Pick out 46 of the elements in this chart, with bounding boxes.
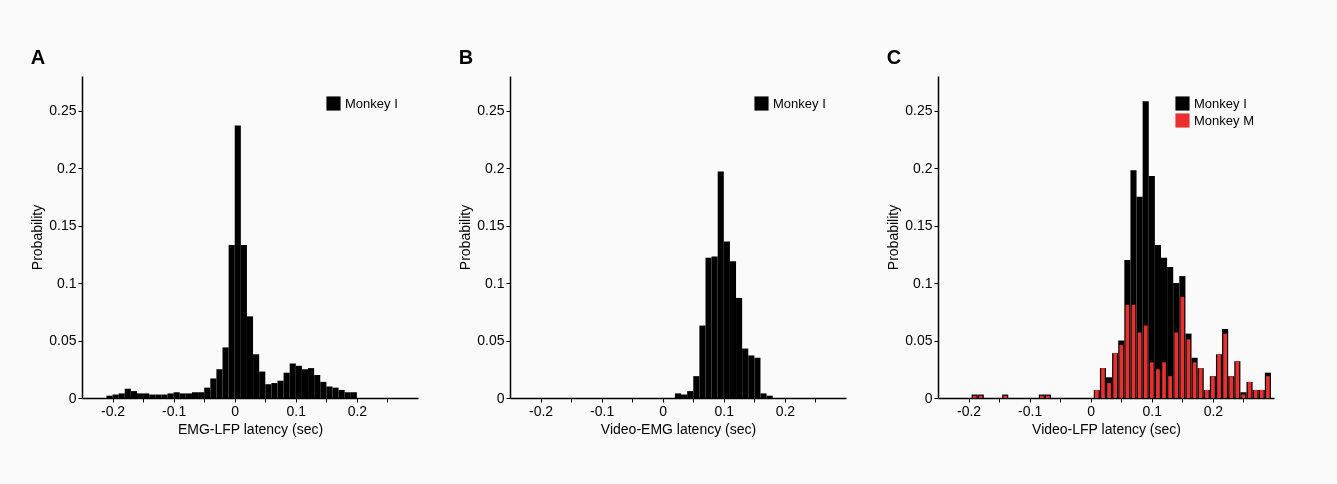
x-tick-label: 0 xyxy=(1087,402,1096,419)
y-tick-label: 0.2 xyxy=(57,159,77,176)
y-tick-label: 0.05 xyxy=(905,332,933,348)
x-tick-label: -0.1 xyxy=(590,402,615,419)
y-tick-label: 0.15 xyxy=(49,217,77,233)
legend-label: Monkey I xyxy=(1194,95,1247,111)
y-tick-label: 0.25 xyxy=(905,102,933,118)
y-tick-label: 0.25 xyxy=(477,102,505,118)
y-tick-label: 0.15 xyxy=(905,217,933,233)
y-tick-label: 0.05 xyxy=(49,332,77,348)
chart-title: C xyxy=(886,46,902,68)
x-tick-label: -0.2 xyxy=(100,402,126,419)
y-axis-title: Probability xyxy=(885,204,902,271)
x-axis-title: Video-LFP latency (sec) xyxy=(1032,420,1181,437)
legend-label: Monkey I xyxy=(773,95,826,111)
y-tick-label: 0.1 xyxy=(913,274,933,291)
y-tick-label: 0 xyxy=(68,389,77,406)
x-tick-label: -0.2 xyxy=(528,402,554,419)
chart-title: B xyxy=(458,46,474,68)
x-tick-label: 0.1 xyxy=(286,402,307,419)
legend-label: Monkey M xyxy=(1194,112,1254,128)
y-tick-label: 0.1 xyxy=(485,274,505,291)
x-tick-label: 0 xyxy=(231,402,240,419)
x-tick-label: -0.1 xyxy=(162,402,187,419)
x-axis-title: Video-EMG latency (sec) xyxy=(600,420,757,437)
y-tick-label: 0.05 xyxy=(477,332,505,348)
y-axis-title: Probability xyxy=(29,204,46,271)
x-tick-label: 0.2 xyxy=(1203,402,1224,419)
x-tick-label: -0.2 xyxy=(956,402,982,419)
y-tick-label: 0.1 xyxy=(57,274,77,291)
x-tick-label: 0.2 xyxy=(347,402,368,419)
x-tick-label: 0.1 xyxy=(714,402,735,419)
y-tick-label: 0 xyxy=(924,389,933,406)
y-tick-label: 0.2 xyxy=(913,159,933,176)
legend-label: Monkey I xyxy=(345,95,398,111)
x-tick-label: 0.1 xyxy=(1142,402,1163,419)
y-tick-label: 0.2 xyxy=(485,159,505,176)
y-axis-title: Probability xyxy=(457,204,474,271)
y-tick-label: 0 xyxy=(496,389,505,406)
y-tick-label: 0.15 xyxy=(477,217,505,233)
x-axis-title: EMG-LFP latency (sec) xyxy=(177,420,324,437)
chart-title: A xyxy=(30,46,46,68)
y-tick-label: 0.25 xyxy=(49,102,77,118)
x-tick-label: 0 xyxy=(659,402,668,419)
x-tick-label: -0.1 xyxy=(1018,402,1043,419)
x-tick-label: 0.2 xyxy=(775,402,796,419)
